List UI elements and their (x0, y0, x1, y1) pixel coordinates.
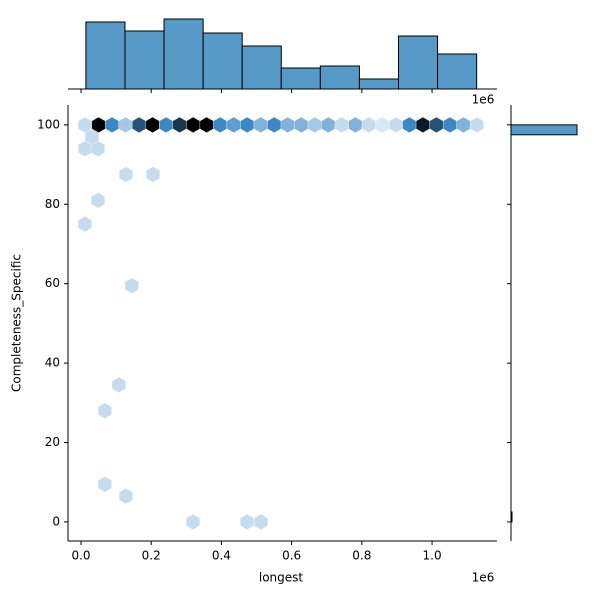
hexbin (78, 216, 92, 233)
x-label: longest (259, 571, 304, 585)
hexbin (361, 116, 376, 133)
hexbin (443, 116, 457, 133)
hist-bar (510, 511, 513, 523)
hexbin (84, 128, 99, 145)
y-tick-label: 100 (37, 117, 60, 131)
hexbin (402, 116, 417, 133)
hexbin (307, 116, 322, 133)
hexbin (119, 488, 133, 505)
hexbin (240, 513, 254, 530)
hexbin (348, 116, 363, 133)
hexbin (456, 116, 471, 133)
hexbin (132, 116, 146, 133)
hexbin (111, 376, 126, 393)
hist-bar (85, 21, 126, 90)
x-tick-label: 0.2 (142, 549, 161, 563)
hexbin (145, 116, 160, 133)
x-tick-label: 0.8 (352, 549, 371, 563)
offset-label: 1e6 (472, 93, 495, 107)
hexbin (172, 116, 187, 133)
hexbin (375, 116, 390, 133)
hist-bar (163, 18, 204, 90)
hist-bar (241, 45, 282, 90)
hist-bar (124, 30, 165, 90)
y-tick-label: 20 (45, 435, 60, 449)
hist-bar (397, 35, 439, 90)
hexbin (146, 166, 160, 183)
y-tick-label: 80 (45, 197, 60, 211)
hexbin (91, 192, 105, 209)
hexbin (105, 116, 119, 133)
hexbin (186, 116, 201, 133)
hexbin (415, 116, 430, 133)
x-tick-label: 0.4 (212, 549, 231, 563)
x-tick-label: 1.0 (423, 549, 442, 563)
hexbin (91, 140, 105, 157)
hexbin (280, 116, 295, 133)
hist-bar (510, 124, 578, 136)
hist-bar (437, 53, 478, 90)
hexbin (429, 116, 444, 133)
hist-bar (280, 67, 321, 90)
hexbin (119, 166, 133, 183)
hexbin (124, 277, 139, 294)
hexbin (213, 116, 228, 133)
hexbin (97, 476, 112, 493)
hexbin (253, 116, 268, 133)
hexbin (267, 116, 282, 133)
y-tick-label: 40 (45, 356, 60, 370)
y-tick-label: 0 (52, 514, 60, 528)
offset-label: 1e6 (472, 571, 495, 585)
hist-bar (319, 65, 360, 90)
x-tick-label: 0.0 (71, 549, 90, 563)
hexbin (470, 116, 484, 133)
hexbin (294, 116, 309, 133)
hexbin (97, 402, 112, 419)
hexbin (186, 513, 200, 530)
hexbin (240, 116, 255, 133)
hexbin (199, 116, 214, 133)
hist-bar (358, 78, 399, 90)
hexbin (334, 116, 349, 133)
hexbin (254, 513, 268, 530)
hexbin (226, 116, 241, 133)
x-tick-label: 0.6 (282, 549, 301, 563)
hexbin (118, 116, 133, 133)
y-tick-label: 60 (45, 276, 60, 290)
hexbin (159, 116, 173, 133)
hexbin (321, 116, 336, 133)
hist-bar (202, 32, 243, 90)
hexbin (388, 116, 403, 133)
y-label: Completeness_Specific (10, 254, 24, 392)
